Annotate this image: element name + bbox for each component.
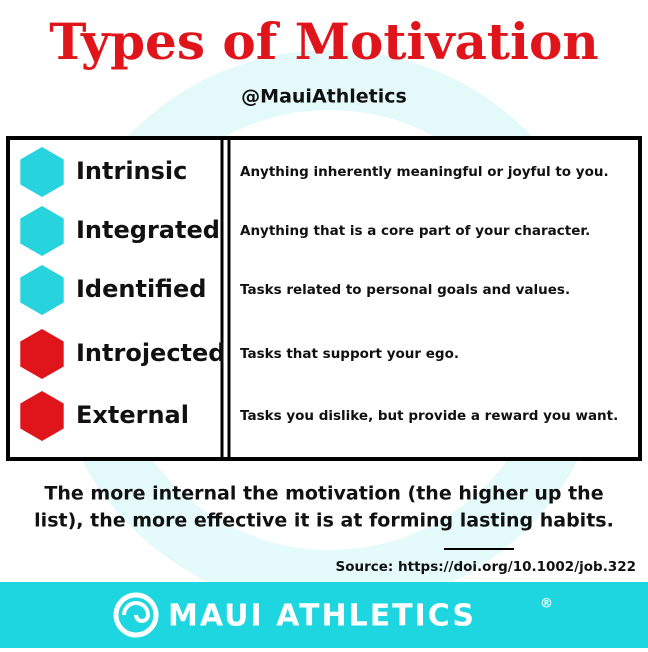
row-description: Tasks you dislike, but provide a reward …: [240, 408, 618, 424]
row-description: Tasks related to personal goals and valu…: [240, 282, 570, 298]
row-description: Anything that is a core part of your cha…: [240, 223, 590, 239]
footer-brand: MAUI ATHLETICS: [168, 599, 476, 634]
footer-band: [0, 582, 648, 648]
row-label: Intrinsic: [76, 157, 187, 185]
handle: @MauiAthletics: [241, 86, 407, 108]
source: Source: https://doi.org/10.1002/job.322: [335, 559, 636, 575]
table-frame: [6, 136, 642, 461]
hexagon: [20, 147, 64, 197]
footer-logo: [113, 592, 159, 638]
hexagon: [20, 391, 64, 441]
row-description: Anything inherently meaningful or joyful…: [240, 164, 609, 180]
hexagon: [20, 206, 64, 256]
row-label: External: [76, 401, 189, 429]
row-description: Tasks that support your ego.: [240, 346, 459, 362]
hexagon: [20, 265, 64, 315]
row-label: Introjected: [76, 339, 225, 367]
footer-mark: ®: [540, 597, 553, 612]
row-label: Integrated: [76, 216, 220, 244]
footnote-line: list), the more effective it is at formi…: [34, 510, 614, 532]
title: Types of Motivation: [49, 12, 598, 71]
row-label: Identified: [76, 275, 206, 303]
hexagon: [20, 329, 64, 379]
footnote-line: The more internal the motivation (the hi…: [44, 483, 603, 505]
